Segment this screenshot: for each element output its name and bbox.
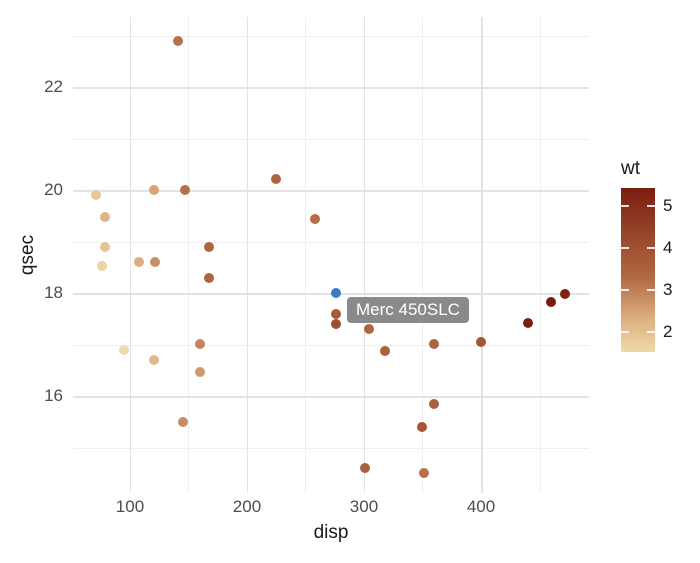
data-point[interactable]	[100, 212, 111, 223]
legend-tick	[647, 330, 655, 333]
legend-title: wt	[621, 158, 640, 179]
data-point[interactable]	[360, 463, 371, 474]
data-point[interactable]	[148, 355, 159, 366]
data-point[interactable]	[418, 468, 429, 479]
gridline	[539, 17, 541, 493]
gridline	[73, 396, 589, 398]
data-point[interactable]	[330, 319, 341, 330]
legend-tick-label: 4	[663, 237, 673, 257]
data-point[interactable]	[96, 261, 107, 272]
gridline	[481, 17, 483, 493]
data-point[interactable]	[172, 35, 183, 46]
legend-tick	[647, 204, 655, 207]
legend-tick-label: 3	[663, 279, 673, 299]
data-point[interactable]	[91, 190, 102, 201]
data-point[interactable]	[546, 297, 557, 308]
gridline	[73, 35, 589, 37]
y-tick-label: 16	[44, 386, 63, 406]
gridline	[188, 17, 190, 493]
legend-tick	[621, 288, 629, 291]
x-axis-title: disp	[313, 522, 349, 543]
legend: wt 5 4 3 2	[621, 150, 700, 380]
data-point[interactable]	[195, 338, 206, 349]
data-point[interactable]	[204, 272, 215, 283]
data-point[interactable]	[119, 344, 130, 355]
gridline	[73, 447, 589, 449]
data-point[interactable]	[100, 241, 111, 252]
data-point[interactable]	[429, 338, 440, 349]
x-tick-label: 400	[466, 497, 496, 516]
gridline	[422, 17, 424, 493]
y-axis-title: qsec	[17, 234, 38, 276]
y-tick-label: 22	[44, 77, 63, 97]
gridline	[305, 17, 307, 493]
gridline	[73, 87, 589, 89]
data-point[interactable]	[309, 213, 320, 224]
data-point[interactable]	[195, 367, 206, 378]
data-point[interactable]	[522, 318, 533, 328]
gridline	[246, 17, 249, 493]
data-point[interactable]	[429, 399, 440, 410]
legend-tick-label: 2	[663, 321, 673, 341]
legend-tick-label: 5	[663, 195, 673, 215]
gridline	[73, 344, 589, 346]
tooltip: Merc 450SLC	[347, 297, 469, 323]
gridline	[73, 138, 589, 140]
y-tick-label: 20	[44, 180, 63, 200]
legend-tick	[621, 330, 629, 333]
data-point[interactable]	[560, 289, 571, 300]
gridline	[73, 241, 589, 243]
gridline	[363, 17, 366, 493]
x-tick-label: 100	[115, 497, 145, 516]
data-point[interactable]	[380, 346, 391, 357]
highlighted-data-point[interactable]	[330, 288, 341, 299]
x-tick-label: 200	[232, 497, 262, 516]
data-point[interactable]	[476, 337, 486, 348]
data-point[interactable]	[204, 241, 215, 252]
data-point[interactable]	[149, 257, 160, 268]
data-point[interactable]	[179, 185, 190, 196]
legend-gradient-bar	[621, 188, 655, 352]
legend-tick	[647, 246, 655, 249]
plot-panel	[73, 17, 589, 493]
data-point[interactable]	[177, 416, 188, 427]
data-point[interactable]	[148, 184, 159, 195]
gridline	[73, 190, 589, 192]
data-point[interactable]	[417, 421, 428, 432]
legend-tick	[621, 246, 629, 249]
y-tick-label: 18	[44, 283, 63, 303]
data-point[interactable]	[363, 324, 374, 335]
x-tick-label: 300	[349, 497, 379, 516]
data-point[interactable]	[271, 173, 282, 184]
data-point[interactable]	[134, 256, 145, 267]
data-point[interactable]	[330, 308, 341, 319]
legend-tick	[621, 204, 629, 207]
gridline	[129, 17, 132, 493]
legend-tick	[647, 288, 655, 291]
